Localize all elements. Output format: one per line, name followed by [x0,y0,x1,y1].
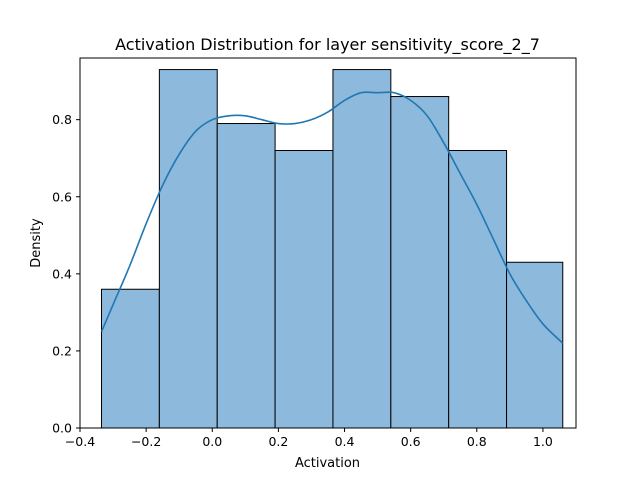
histogram-bar-6 [390,96,450,429]
histogram-bar-5 [332,69,392,429]
kde-curve [100,91,564,344]
histogram-bar-7 [448,150,508,429]
y-tick-label: 0.6 [52,189,72,204]
x-tick-label: 0.0 [202,434,222,449]
x-axis-label: Activation [295,456,360,471]
x-tick-label: 1.0 [533,434,553,449]
plot-frame [79,57,577,429]
histogram-bar-3 [216,123,276,429]
y-tick-label: 0.2 [52,343,72,358]
histogram-bar-4 [274,150,334,429]
histogram-bars [100,69,564,429]
y-axis-label: Density [29,218,44,268]
x-tick-label: 0.6 [401,434,421,449]
y-tick-label: 0.0 [52,421,72,436]
x-tick-label: −0.4 [65,434,95,449]
x-tick-label: 0.2 [268,434,288,449]
x-axis-ticks: −0.4 −0.2 0.0 0.2 0.4 0.6 0.8 1.0 [65,428,553,449]
histogram-bar-2 [158,69,218,429]
histogram-bar-1 [100,288,160,429]
x-tick-label: 0.8 [467,434,487,449]
kde-curve-group [100,91,564,344]
y-tick-label: 0.4 [52,266,72,281]
y-tick-label: 0.8 [52,112,72,127]
x-tick-label: 0.4 [335,434,355,449]
x-tick-label: −0.2 [131,434,161,449]
histogram-bar-8 [506,261,564,429]
chart-title: Activation Distribution for layer sensit… [115,35,540,55]
y-axis-ticks: 0.0 0.2 0.4 0.6 0.8 [52,112,80,436]
